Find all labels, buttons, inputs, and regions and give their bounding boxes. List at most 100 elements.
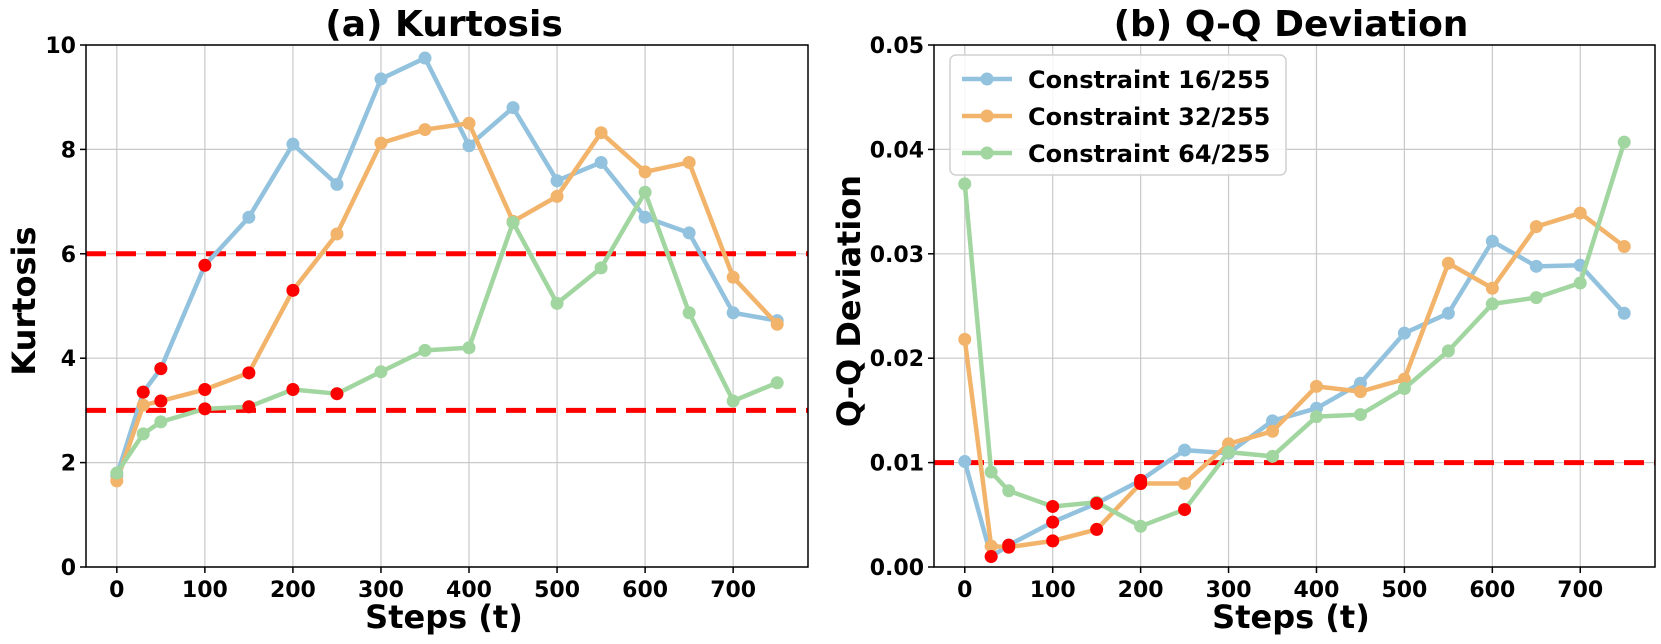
series-0-point-6 <box>330 177 344 191</box>
title-a: (a) Kurtosis <box>325 4 563 45</box>
series-2-point-12 <box>594 261 608 275</box>
series-2-point-11 <box>550 296 564 310</box>
series-1-point-14 <box>682 155 696 169</box>
x-tick-label-6: 600 <box>622 578 668 603</box>
x-tick-label-7: 700 <box>710 578 756 603</box>
series-0-point-12 <box>594 155 608 169</box>
series-1-point-16 <box>1617 239 1631 253</box>
series-line-2 <box>962 141 1627 529</box>
series-0-point-14 <box>682 226 696 240</box>
series-2-point-0 <box>110 466 124 480</box>
series-1-point-8 <box>418 123 432 137</box>
x-tick-label-1: 100 <box>182 578 228 603</box>
series-0-point-16 <box>1617 306 1631 320</box>
legend-swatch-marker-2 <box>980 146 994 160</box>
series-2-point-16 <box>770 376 784 390</box>
series-line-1 <box>962 210 1626 550</box>
red-marker-4 <box>198 383 212 397</box>
series-0-point-11 <box>550 174 564 188</box>
series-0-point-8 <box>1266 414 1280 428</box>
series-line-0 <box>114 55 778 477</box>
series-0-point-0 <box>958 455 972 469</box>
series-2-point-11 <box>1397 381 1411 395</box>
x-tick-label-4: 400 <box>446 578 492 603</box>
y-tick-label-5: 10 <box>45 34 76 59</box>
series-0-point-5 <box>286 137 300 151</box>
series-0-point-13 <box>638 210 652 224</box>
series-0-point-15 <box>726 306 740 320</box>
series-0-point-12 <box>1441 306 1455 320</box>
series-2-point-15 <box>726 394 740 408</box>
x-tick-label-5: 500 <box>1381 578 1427 603</box>
series-1-point-6 <box>1178 476 1192 490</box>
red-marker-0 <box>984 550 998 564</box>
legend-swatch-marker-0 <box>980 72 994 86</box>
series-1-point-11 <box>1397 372 1411 386</box>
series-2-point-12 <box>1441 344 1455 358</box>
title-b: (b) Q-Q Deviation <box>1114 4 1469 45</box>
red-marker-3 <box>1090 496 1104 510</box>
series-1-point-12 <box>1441 256 1455 270</box>
series-2-point-13 <box>1485 297 1499 311</box>
red-marker-9 <box>1178 503 1192 517</box>
series-2-point-14 <box>682 306 696 320</box>
y-tick-label-3: 6 <box>61 243 76 268</box>
series-0-point-9 <box>462 139 476 153</box>
y-tick-label-1: 0.01 <box>870 452 924 477</box>
series-line-2 <box>114 189 779 475</box>
red-marker-5 <box>1002 540 1016 554</box>
panel-qq-deviation: 0 100 200 300 400 500 600 700 0.00 0.01 0.02 0.03 0.… <box>870 34 1656 603</box>
series-2-point-9 <box>462 341 476 355</box>
series-line-1 <box>114 121 779 482</box>
series-1-point-7 <box>374 136 388 150</box>
x-tick-label-1: 100 <box>1030 578 1076 603</box>
series-2-point-9 <box>1309 410 1323 424</box>
axes-frame <box>85 44 809 568</box>
series-2-point-10 <box>1353 408 1367 422</box>
y-tick-label-2: 4 <box>61 347 76 372</box>
x-tick-label-2: 200 <box>270 578 316 603</box>
series-2-point-14 <box>1529 291 1543 305</box>
series-1-point-6 <box>330 227 344 241</box>
series-0-point-14 <box>1529 259 1543 273</box>
series-0-point-6 <box>1178 443 1192 457</box>
x-tick-label-3: 300 <box>358 578 404 603</box>
series-1-point-13 <box>1485 281 1499 295</box>
series-0-point-11 <box>1397 326 1411 340</box>
red-marker-10 <box>330 387 344 401</box>
series-1-point-1 <box>984 539 998 553</box>
y-tick-label-2: 0.02 <box>870 347 924 372</box>
series-2-point-1 <box>136 427 150 441</box>
x-tick-label-7: 700 <box>1557 578 1603 603</box>
series-1-point-0 <box>958 332 972 346</box>
legend-label-2: Constraint 64/255 <box>1028 140 1270 168</box>
series-1-point-15 <box>1573 206 1587 220</box>
series-0-point-13 <box>1485 234 1499 248</box>
red-marker-11 <box>1134 476 1148 490</box>
series-2-point-10 <box>506 215 520 229</box>
series-2-point-2 <box>1002 484 1016 498</box>
series-1-point-1 <box>136 398 150 412</box>
series-1-point-9 <box>462 116 476 130</box>
red-marker-6 <box>1046 534 1060 548</box>
series-2-point-7 <box>1222 445 1236 459</box>
red-marker-1 <box>154 362 168 376</box>
series-2-point-2 <box>154 415 168 429</box>
series-2-point-16 <box>1617 135 1631 149</box>
x-tick-label-6: 600 <box>1469 578 1515 603</box>
axes-frame <box>933 44 1656 568</box>
x-tick-label-5: 500 <box>534 578 580 603</box>
series-2-point-8 <box>1266 449 1280 463</box>
y-tick-label-5: 0.05 <box>870 34 924 59</box>
series-line-0 <box>962 239 1626 559</box>
ylabel-b: Q-Q Deviation <box>830 175 868 427</box>
xlabel-a: Steps (t) <box>365 598 523 636</box>
x-tick-label-0: 0 <box>957 578 972 603</box>
series-1-point-15 <box>726 270 740 284</box>
red-marker-2 <box>1046 515 1060 529</box>
y-tick-label-0: 0.00 <box>870 556 924 581</box>
red-marker-10 <box>1046 499 1060 513</box>
legend-label-1: Constraint 32/255 <box>1028 103 1270 131</box>
series-2-point-13 <box>638 185 652 199</box>
